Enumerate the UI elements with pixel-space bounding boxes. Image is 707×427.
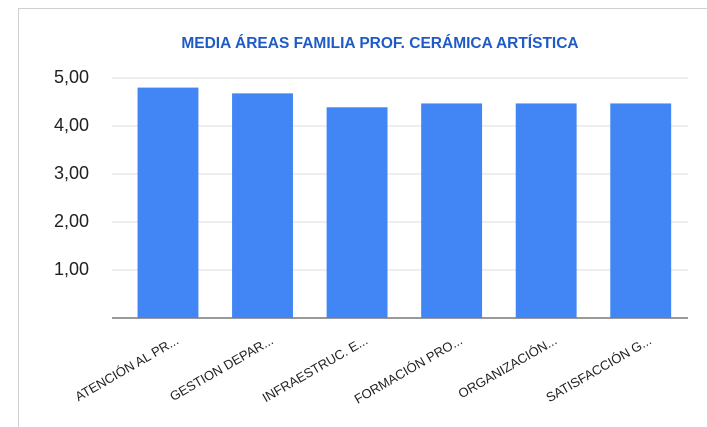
bar [515,103,577,318]
bar [421,103,483,318]
chart-title: MEDIA ÁREAS FAMILIA PROF. CERÁMICA ARTÍS… [181,35,578,52]
y-tick-label: 4,00 [54,115,89,135]
y-tick-label: 2,00 [54,211,89,231]
bar [326,107,388,318]
y-tick-label: 1,00 [54,259,89,279]
x-tick-label: SATISFACCIÓN G... [543,333,654,405]
bar [610,103,672,318]
y-tick-label: 3,00 [54,163,89,183]
bar [137,87,199,318]
x-tick-label: ATENCIÓN AL PR... [72,333,181,405]
y-tick-label: 5,00 [54,67,89,87]
bar [232,93,293,318]
